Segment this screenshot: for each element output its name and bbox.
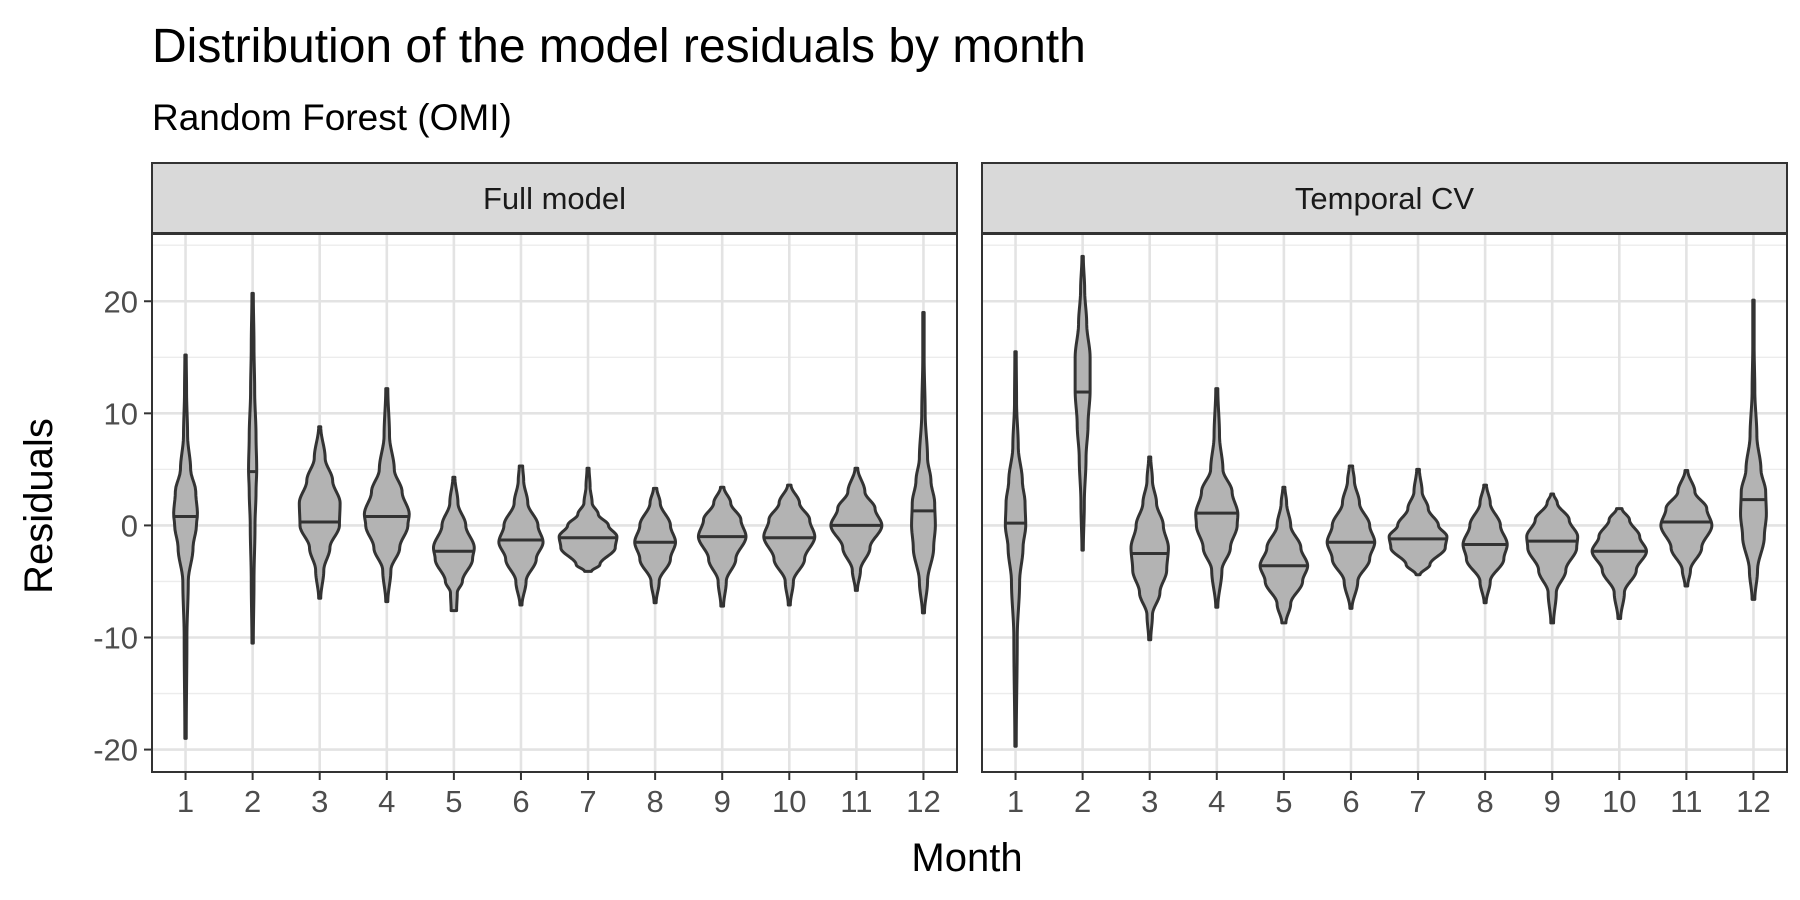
panel-border [151,233,958,773]
y-tick-label: 20 [104,284,138,319]
y-tick-label: -20 [93,733,138,768]
violin-month-3 [1129,455,1170,642]
violin-month-10 [762,483,817,607]
violin-month-3 [297,425,342,600]
violin-month-6 [497,464,545,607]
violin-month-2 [247,291,259,645]
x-tick-label: 6 [1342,784,1359,819]
x-tick-label: 3 [311,784,328,819]
y-axis: -20 -10 0 10 20 [93,284,152,768]
violin-month-5 [1258,485,1310,625]
facet-strip [151,162,958,234]
y-axis-title: Residuals [17,418,61,594]
panel-border [981,233,1788,773]
violin-month-1 [1003,350,1028,748]
violin-month-2 [1073,254,1092,552]
x-tick-label: 10 [1602,784,1636,819]
x-tick-label: 4 [1208,784,1225,819]
facet-strip-label: Full model [483,181,626,216]
x-tick-label: 1 [177,784,194,819]
x-tick-label: 8 [1477,784,1494,819]
facet-strip-label: Temporal CV [1295,181,1474,216]
violin-month-10 [1590,507,1648,620]
x-tick-label: 7 [1409,784,1426,819]
violin-month-9 [1525,492,1580,625]
violin-month-5 [431,475,476,613]
x-tick-label: 3 [1141,784,1158,819]
x-tick-label: 10 [772,784,806,819]
x-tick-label: 9 [1544,784,1561,819]
x-tick-label: 1 [1007,784,1024,819]
x-tick-label: 8 [647,784,664,819]
violin-month-12 [910,310,937,615]
y-tick-label: 10 [104,396,138,431]
x-tick-label: 9 [714,784,731,819]
x-tick-label: 6 [512,784,529,819]
violin-month-9 [696,485,748,608]
x-axis-title: Month [911,836,1022,880]
chart-subtitle: Random Forest (OMI) [152,97,512,138]
violin-month-11 [1659,469,1714,588]
y-tick-label: -10 [93,621,138,656]
violin-month-4 [362,387,411,604]
y-tick-label: 0 [121,508,138,543]
x-tick-label: 7 [579,784,596,819]
x-tick-label: 2 [244,784,261,819]
violin-month-1 [172,353,199,740]
violin-month-11 [829,466,884,592]
violin-month-6 [1325,464,1377,610]
facet-panel: Temporal CV1 2 3 4 5 6 7 8 9 10 11 12 [981,162,1788,819]
x-tick-label: 2 [1074,784,1091,819]
violin-month-8 [633,486,678,605]
chart-title: Distribution of the model residuals by m… [152,20,1086,73]
x-tick-label: 5 [445,784,462,819]
plot-background [982,234,1787,772]
x-tick-label: 12 [1736,784,1770,819]
x-tick-label: 4 [378,784,395,819]
plot-background [152,234,957,772]
violin-month-4 [1194,387,1240,609]
facet-strip [981,162,1788,234]
x-tick-label: 12 [906,784,940,819]
x-tick-label: 5 [1275,784,1292,819]
x-tick-label: 11 [1670,784,1702,819]
x-tick-label: 11 [840,784,872,819]
